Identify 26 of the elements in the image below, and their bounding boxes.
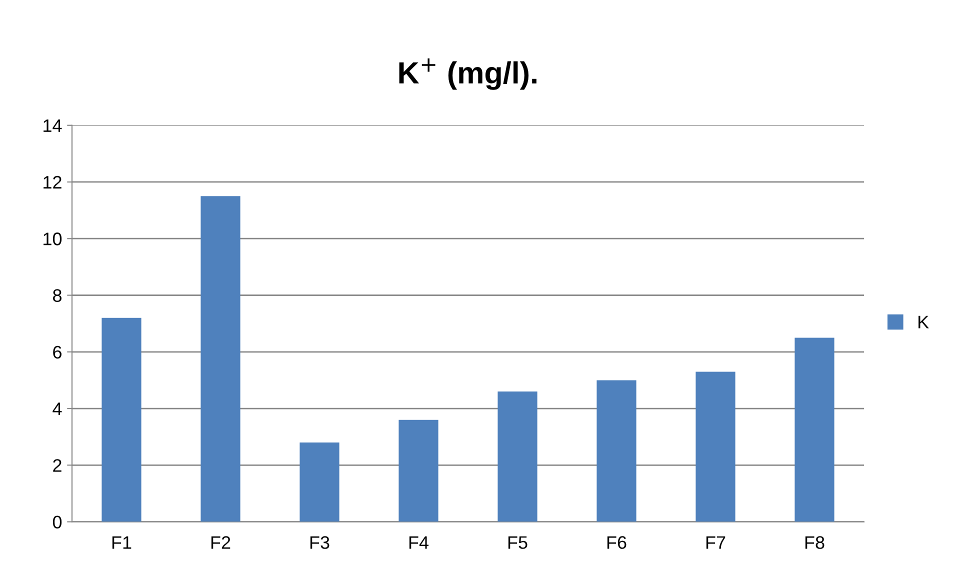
y-tick-label: 8 — [53, 289, 62, 302]
y-tick-label: 14 — [44, 119, 62, 132]
y-tick-label: 10 — [44, 232, 62, 246]
x-tick-label: F1 — [112, 536, 132, 549]
x-tick-label: F5 — [508, 536, 528, 549]
bar — [498, 392, 538, 522]
bar — [596, 380, 636, 522]
y-tick-label: 6 — [53, 346, 62, 359]
bar — [200, 196, 240, 522]
x-tick-label: F7 — [706, 536, 726, 549]
x-tick-label: F8 — [805, 536, 824, 549]
bar — [794, 338, 834, 522]
bar — [696, 372, 736, 522]
y-tick-label: 4 — [52, 402, 62, 416]
legend-label: K — [918, 316, 929, 328]
y-tick-label: 0 — [52, 516, 62, 529]
bar — [300, 442, 340, 522]
y-tick-label: 12 — [44, 176, 62, 189]
y-tick-label: 2 — [53, 459, 62, 472]
x-tick-label: F3 — [310, 536, 330, 549]
x-tick-label: F6 — [607, 536, 626, 549]
x-tick-label: F2 — [211, 536, 230, 549]
bar — [102, 318, 142, 522]
x-tick-label: F4 — [409, 536, 429, 549]
chart-title: K$^{+}$ (mg/l). — [399, 58, 536, 90]
bar — [398, 420, 438, 522]
